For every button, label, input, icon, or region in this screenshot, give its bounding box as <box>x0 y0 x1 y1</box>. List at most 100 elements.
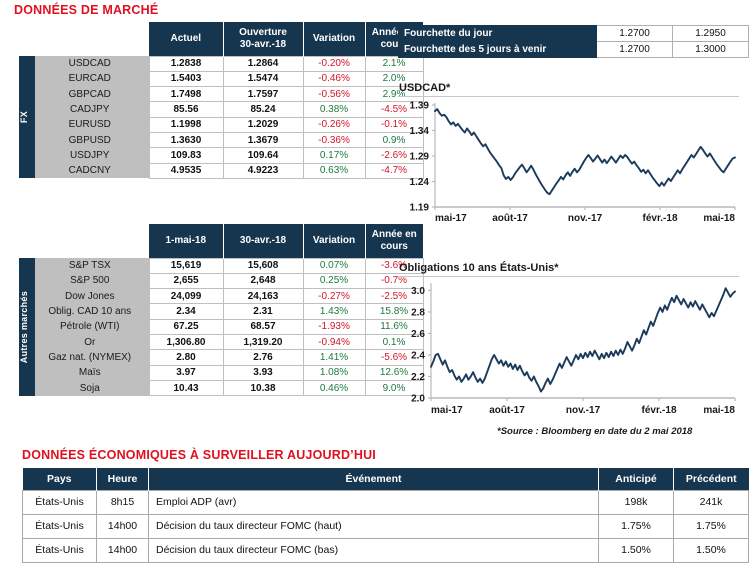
chart-svg-bonds: 2.0 2.2 2.4 2.6 2.8 3.0 mai-17 août-17 nov.-17 fé… <box>411 283 736 416</box>
cell-variation: -0.20% <box>302 55 366 72</box>
cell-previous: 1,319.20 <box>222 334 304 351</box>
table-header-row: Pays Heure Événement Anticipé Précédent <box>22 468 749 490</box>
svg-text:août-17: août-17 <box>492 213 528 224</box>
svg-text:2.6: 2.6 <box>411 329 425 340</box>
cell-event: Décision du taux directeur FOMC (haut) <box>148 514 599 539</box>
cell-ytd: 0.9% <box>364 132 424 149</box>
row-label: USDJPY <box>35 147 149 164</box>
table-header-row: Actuel Ouverture 30-avr.-18 Variation An… <box>19 22 423 56</box>
cell-current: 15,619 <box>148 257 224 274</box>
cell-ytd: -2.5% <box>364 288 424 305</box>
svg-text:nov.-17: nov.-17 <box>568 213 603 224</box>
cell-current: 1,306.80 <box>148 334 224 351</box>
column-header-actuel: Actuel <box>149 22 224 56</box>
table-row: Soja 10.43 10.38 0.46% 9.0% <box>19 380 424 397</box>
svg-text:1.24: 1.24 <box>410 177 430 188</box>
fx-market-table: Actuel Ouverture 30-avr.-18 Variation An… <box>19 22 424 179</box>
column-header-variation: Variation <box>303 224 366 258</box>
cell-current: 1.3630 <box>148 132 224 149</box>
cell-previous: 68.57 <box>222 319 304 335</box>
cell-ytd: 2.1% <box>364 55 424 72</box>
cell-ytd: 11.6% <box>364 319 424 335</box>
table-row: USDJPY 109.83 109.64 0.17% -2.6% <box>19 147 424 164</box>
cell-event: Emploi ADP (avr) <box>148 489 599 515</box>
header-line-1: Année en <box>371 229 417 241</box>
svg-text:3.0: 3.0 <box>411 286 425 297</box>
table-row: États-Unis 8h15 Emploi ADP (avr) 198k 241k <box>22 489 749 515</box>
table-row: États-Unis 14h00 Décision du taux directeu… <box>22 538 749 563</box>
chart-title-bonds: Obligations 10 ans États-Unis* <box>399 262 739 277</box>
svg-text:mai-17: mai-17 <box>435 213 467 224</box>
cell-previous: 1.3679 <box>222 132 304 149</box>
row-label: Pétrole (WTI) <box>35 319 149 335</box>
column-header-pays: Pays <box>22 468 97 490</box>
cell-country: États-Unis <box>22 538 97 563</box>
cell-current: 67.25 <box>148 319 224 335</box>
cell-event: Décision du taux directeur FOMC (bas) <box>148 538 599 563</box>
table-row: EURCAD 1.5403 1.5474 -0.46% 2.0% <box>19 71 424 88</box>
table-row: Autres marchés S&P TSX 15,619 15,608 0.07% -3… <box>19 257 424 396</box>
cell-previous: 1.5474 <box>222 71 304 88</box>
spacer-cell <box>35 224 149 258</box>
cell-ytd: -2.6% <box>364 147 424 164</box>
table-row: EURUSD 1.1998 1.2029 -0.26% -0.1% <box>19 117 424 133</box>
svg-text:1.39: 1.39 <box>410 101 430 112</box>
cell-previous: 1.2864 <box>222 55 304 72</box>
cell-expected: 1.75% <box>598 514 674 539</box>
table-row: CADCNY 4.9535 4.9223 0.63% -4.7% <box>19 163 424 179</box>
svg-text:2.2: 2.2 <box>411 372 425 383</box>
range-low: 1.2700 <box>596 25 673 42</box>
svg-text:mai-17: mai-17 <box>431 405 463 416</box>
row-group-label-text: FX <box>19 111 29 124</box>
row-label: EURUSD <box>35 117 149 133</box>
svg-text:1.29: 1.29 <box>410 152 430 163</box>
svg-text:1.34: 1.34 <box>410 126 430 137</box>
row-group-label: FX <box>19 56 35 179</box>
row-label: EURCAD <box>35 71 149 87</box>
cell-variation: -1.93% <box>302 319 366 335</box>
cell-ytd: 12.6% <box>364 365 424 381</box>
cell-previous: 4.9223 <box>222 163 304 179</box>
svg-text:1.19: 1.19 <box>410 203 430 214</box>
table-row: Maïs 3.97 3.93 1.08% 12.6% <box>19 365 424 381</box>
cell-time: 14h00 <box>96 538 149 563</box>
cell-ytd: 9.0% <box>364 380 424 397</box>
cell-variation: 0.25% <box>302 273 366 290</box>
table-row: CADJPY 85.56 85.24 0.38% -4.5% <box>19 101 424 118</box>
row-label: S&P TSX <box>35 258 149 274</box>
range-label: Fourchette des 5 jours à venir <box>398 41 597 58</box>
cell-current: 2.80 <box>148 349 224 366</box>
svg-text:mai-18: mai-18 <box>703 405 735 416</box>
economic-events-table-body: États-Unis 8h15 Emploi ADP (avr) 198k 241k Ét… <box>22 489 749 563</box>
cell-variation: -0.46% <box>302 71 366 88</box>
cell-ytd: 2.0% <box>364 71 424 88</box>
cell-country: États-Unis <box>22 514 97 539</box>
row-group-label: Autres marchés <box>19 258 35 396</box>
table-row: Or 1,306.80 1,319.20 -0.94% 0.1% <box>19 334 424 351</box>
cell-previous: 1.7597 <box>222 86 304 103</box>
cell-expected: 1.50% <box>598 538 674 563</box>
spacer-cell <box>35 22 149 56</box>
table-row: Fourchette des 5 jours à venir 1.2700 1.30… <box>398 41 749 58</box>
other-markets-table-body: Autres marchés S&P TSX 15,619 15,608 0.07% -3… <box>19 257 424 397</box>
table-row: GBPCAD 1.7498 1.7597 -0.56% 2.9% <box>19 86 424 103</box>
cell-ytd: -0.7% <box>364 273 424 290</box>
row-label: Soja <box>35 380 149 396</box>
cell-time: 14h00 <box>96 514 149 539</box>
chart-svg-usdcad: 1.19 1.24 1.29 1.34 1.39 mai-17 août-17 nov.-17… <box>410 101 736 224</box>
spacer-cell <box>19 224 35 258</box>
header-line-2: cours <box>380 240 408 252</box>
svg-text:2.0: 2.0 <box>411 394 425 405</box>
row-label: Or <box>35 334 149 350</box>
range-high: 1.3000 <box>672 41 749 58</box>
cell-variation: 0.17% <box>302 147 366 164</box>
row-label: Maïs <box>35 365 149 381</box>
cell-current: 1.5403 <box>148 71 224 88</box>
cell-variation: 1.43% <box>302 303 366 320</box>
table-row: Gaz nat. (NYMEX) 2.80 2.76 1.41% -5.6% <box>19 349 424 366</box>
cell-variation: 1.08% <box>302 365 366 381</box>
table-row: Fourchette du jour 1.2700 1.2950 <box>398 25 749 42</box>
range-low: 1.2700 <box>596 41 673 58</box>
row-label: CADJPY <box>35 101 149 118</box>
table-row: Oblig. CAD 10 ans 2.34 2.31 1.43% 15.8% <box>19 303 424 320</box>
